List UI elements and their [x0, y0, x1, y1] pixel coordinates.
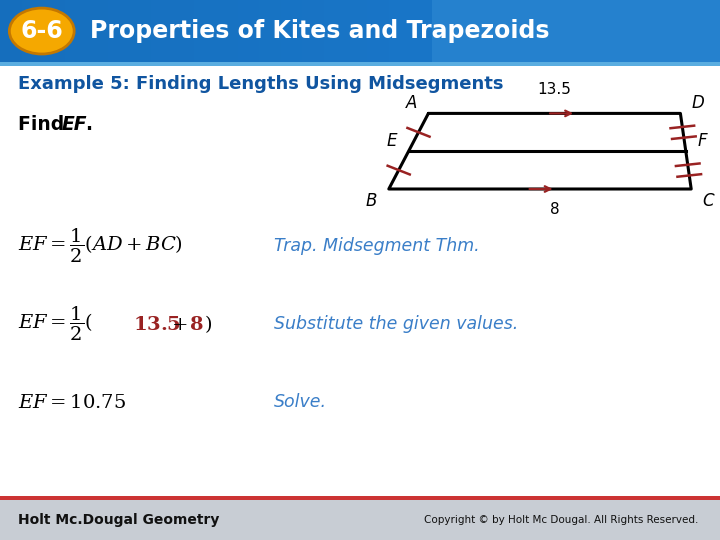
Bar [173, 0, 194, 62]
Text: B: B [366, 192, 377, 210]
Text: A: A [405, 94, 417, 112]
Bar [0, 0, 720, 62]
Bar [151, 0, 173, 62]
Text: $+$: $+$ [171, 314, 188, 334]
Text: $\mathbf{13.5}$: $\mathbf{13.5}$ [133, 314, 181, 334]
Text: 6-6: 6-6 [20, 19, 63, 43]
Text: $\mathbf{8}$: $\mathbf{8}$ [189, 314, 203, 334]
Bar [108, 0, 130, 62]
Bar [0, 62, 720, 66]
Bar [432, 0, 720, 62]
Bar [389, 0, 410, 62]
Bar [324, 0, 346, 62]
Bar [22, 0, 43, 62]
Bar [302, 0, 324, 62]
Bar [259, 0, 281, 62]
Bar [0, 0, 22, 62]
Bar [0, 496, 720, 500]
Text: EF: EF [61, 114, 86, 134]
Bar [410, 0, 432, 62]
Bar [43, 0, 65, 62]
Text: C: C [703, 192, 714, 210]
Bar [65, 0, 86, 62]
Text: D: D [692, 94, 705, 112]
Text: Substitute the given values.: Substitute the given values. [274, 315, 518, 333]
Text: $EF = \dfrac{1}{2}(AD + BC)$: $EF = \dfrac{1}{2}(AD + BC)$ [18, 227, 183, 265]
Text: Trap. Midsegment Thm.: Trap. Midsegment Thm. [274, 237, 480, 255]
Text: E: E [387, 132, 397, 150]
Bar [130, 0, 151, 62]
Text: Properties of Kites and Trapezoids: Properties of Kites and Trapezoids [90, 19, 549, 43]
Text: Copyright © by Holt Mc Dougal. All Rights Reserved.: Copyright © by Holt Mc Dougal. All Right… [424, 515, 698, 525]
Text: .: . [85, 114, 92, 134]
Text: 13.5: 13.5 [537, 82, 572, 97]
Bar [194, 0, 216, 62]
Text: $)$: $)$ [204, 313, 212, 335]
Bar [367, 0, 389, 62]
Text: 8: 8 [550, 202, 560, 218]
Ellipse shape [9, 8, 74, 54]
Text: Holt Mc.Dougal Geometry: Holt Mc.Dougal Geometry [18, 513, 220, 527]
Bar [216, 0, 238, 62]
Text: Find: Find [18, 114, 71, 134]
Bar [0, 500, 720, 540]
Text: F: F [697, 132, 707, 150]
Bar [238, 0, 259, 62]
Bar [86, 0, 108, 62]
Bar [281, 0, 302, 62]
Text: Solve.: Solve. [274, 393, 327, 411]
Text: Example 5: Finding Lengths Using Midsegments: Example 5: Finding Lengths Using Midsegm… [18, 75, 503, 93]
Text: $EF = \dfrac{1}{2}($: $EF = \dfrac{1}{2}($ [18, 305, 93, 343]
Bar [346, 0, 367, 62]
Text: $EF = 10.75$: $EF = 10.75$ [18, 393, 126, 412]
